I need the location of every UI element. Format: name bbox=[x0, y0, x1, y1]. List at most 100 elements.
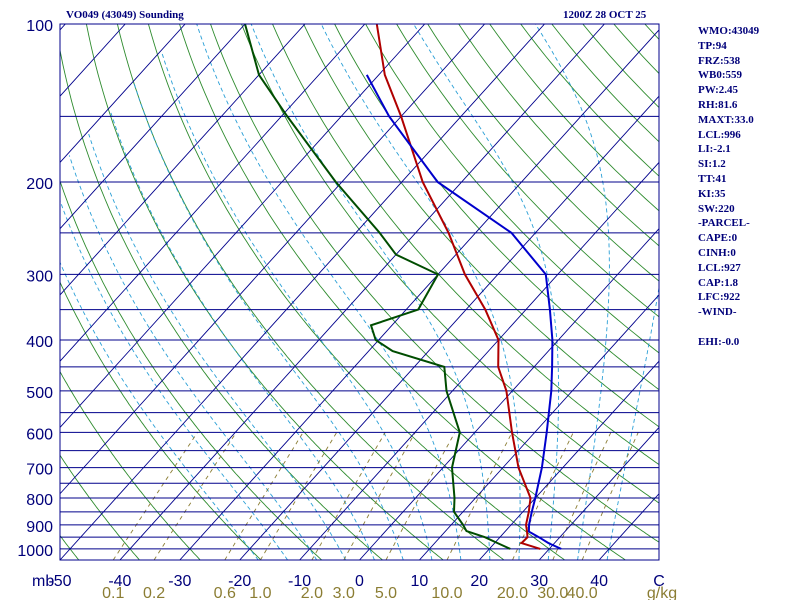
dry-adiabat bbox=[116, 24, 505, 560]
dry-adiabat bbox=[582, 24, 659, 109]
isotherm bbox=[60, 24, 66, 31]
isotherm bbox=[60, 24, 186, 164]
dry-adiabat bbox=[60, 281, 262, 560]
mixing-ratio-tick-label: 2.0 bbox=[301, 585, 323, 600]
index-item: FRZ:538 bbox=[698, 54, 741, 67]
mixing-ratio-line bbox=[385, 432, 456, 560]
moist-adiabat bbox=[60, 199, 288, 560]
moist-adiabat bbox=[320, 24, 521, 560]
index-item: LCL:927 bbox=[698, 261, 741, 274]
mixing-ratio-line bbox=[446, 432, 513, 560]
isotherm bbox=[239, 95, 659, 560]
mixing-ratio-tick-label: 30.0 bbox=[537, 585, 568, 600]
pressure-tick-label: 200 bbox=[26, 176, 53, 193]
pressure-unit-label: mb bbox=[32, 573, 54, 590]
index-item: KI:35 bbox=[698, 187, 726, 200]
temperature-tick-label: 20 bbox=[470, 573, 488, 590]
isotherm bbox=[538, 426, 659, 560]
temperature-tick-label: 30 bbox=[530, 573, 548, 590]
isotherm bbox=[119, 24, 605, 560]
dry-adiabat bbox=[334, 24, 659, 391]
moist-adiabat bbox=[413, 24, 560, 560]
index-item: -WIND- bbox=[698, 306, 737, 319]
moist-adiabat bbox=[161, 53, 433, 560]
dry-adiabat bbox=[60, 179, 323, 560]
index-item: CINH:0 bbox=[698, 246, 736, 259]
moist-adiabat bbox=[196, 24, 462, 560]
temperature-tick-label: -30 bbox=[168, 573, 191, 590]
temperature-tick-label: -20 bbox=[228, 573, 251, 590]
dry-adiabat bbox=[769, 24, 800, 560]
dry-adiabat bbox=[179, 24, 626, 560]
mixing-ratio-line bbox=[260, 432, 338, 560]
observation-time: 1200Z 28 OCT 25 bbox=[563, 9, 647, 21]
mixing-ratio-tick-label: 0.6 bbox=[214, 585, 236, 600]
index-item: LCL:996 bbox=[698, 128, 741, 141]
pressure-tick-label: 400 bbox=[26, 334, 53, 351]
isotherm bbox=[419, 294, 659, 560]
moist-adiabat bbox=[535, 24, 610, 560]
dry-adiabat bbox=[241, 24, 659, 504]
dry-adiabat bbox=[210, 24, 659, 543]
dewpoint-profile bbox=[244, 24, 511, 550]
temperature-tick-label: 0 bbox=[355, 573, 364, 590]
mixing-ratio-line bbox=[224, 432, 304, 560]
station-title: VO049 (43049) Sounding bbox=[66, 9, 184, 21]
isotherm bbox=[60, 24, 426, 429]
dry-adiabat bbox=[427, 24, 659, 282]
mixing-ratio-tick-label: 40.0 bbox=[567, 585, 598, 600]
index-item: SW:220 bbox=[698, 202, 735, 215]
dry-adiabat bbox=[458, 24, 659, 247]
moist-adiabat bbox=[606, 285, 659, 560]
pressure-tick-label: 300 bbox=[26, 268, 53, 285]
temperature-tick-label: -50 bbox=[48, 573, 71, 590]
isotherm bbox=[60, 24, 246, 230]
pressure-tick-label: 600 bbox=[26, 426, 53, 443]
mixing-ratio-tick-label: 1.0 bbox=[249, 585, 271, 600]
index-item: CAPE:0 bbox=[698, 232, 738, 245]
mixing-ratio-line bbox=[552, 432, 612, 560]
moist-adiabat bbox=[88, 133, 347, 560]
pressure-tick-label: 500 bbox=[26, 385, 53, 402]
dry-adiabat bbox=[396, 24, 659, 318]
temperature-tick-label: 40 bbox=[590, 573, 608, 590]
index-item: PW:2.45 bbox=[698, 84, 739, 97]
temperature-profile bbox=[375, 24, 541, 550]
dry-adiabat bbox=[365, 24, 659, 354]
isotherm bbox=[60, 24, 306, 296]
isotherm bbox=[299, 161, 659, 560]
index-item: LFC:922 bbox=[698, 291, 741, 304]
index-item: RH:81.6 bbox=[698, 98, 738, 111]
isotherm bbox=[60, 24, 545, 560]
mixing-ratio-line bbox=[153, 432, 237, 560]
dry-adiabat bbox=[85, 24, 444, 560]
moist-adiabat bbox=[109, 110, 375, 560]
mixing-ratio-tick-label: 3.0 bbox=[333, 585, 355, 600]
index-panel: WMO:43049 TP:94 FRZ:538 WB0:559 PW:2.45 RH:81… bbox=[698, 24, 759, 350]
index-item: LI:-2.1 bbox=[698, 143, 731, 156]
mixing-ratio-line bbox=[311, 432, 386, 560]
mixing-ratio-tick-label: 5.0 bbox=[375, 585, 397, 600]
mixing-ratio-tick-label: 10.0 bbox=[431, 585, 462, 600]
dry-adiabat bbox=[60, 370, 201, 560]
index-item: TT:41 bbox=[698, 172, 727, 185]
index-item: WB0:559 bbox=[698, 69, 742, 82]
temperature-tick-label: -40 bbox=[108, 573, 131, 590]
plot-frame bbox=[59, 23, 660, 561]
moist-adiabat bbox=[60, 261, 259, 560]
index-item: WMO:43049 bbox=[698, 25, 760, 37]
pressure-tick-label: 1000 bbox=[17, 543, 53, 560]
mixing-ratio-line bbox=[581, 432, 639, 560]
pressure-tick-label: 800 bbox=[26, 492, 53, 509]
index-item: SI:1.2 bbox=[698, 158, 726, 171]
dry-adiabat bbox=[147, 24, 565, 560]
mixing-ratio-tick-label: 0.2 bbox=[143, 585, 165, 600]
mixing-ratio-line bbox=[512, 432, 574, 560]
dry-adiabat bbox=[60, 534, 80, 560]
pressure-tick-label: 100 bbox=[26, 18, 53, 35]
mixing-ratio-tick-label: 20.0 bbox=[497, 585, 528, 600]
dry-adiabat bbox=[303, 24, 659, 428]
moist-adiabat bbox=[133, 83, 404, 560]
isotherm bbox=[0, 24, 5, 560]
